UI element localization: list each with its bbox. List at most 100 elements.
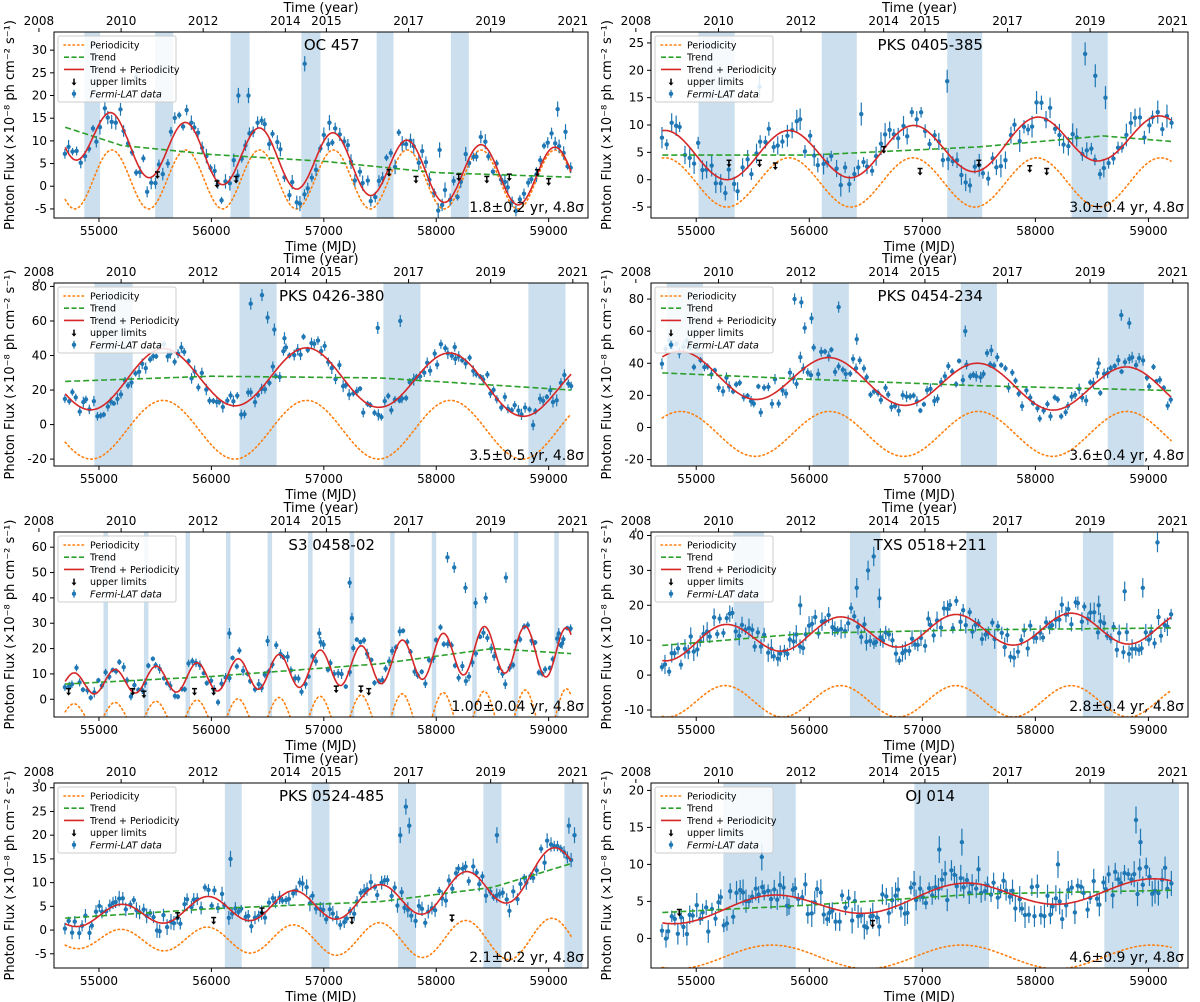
data-point [918,408,923,413]
data-point [1085,907,1090,912]
data-point [958,876,963,881]
upper-limit-arrow [386,173,392,177]
data-point [945,157,951,162]
data-point [262,672,268,677]
data-point [1138,840,1143,845]
data-point [478,134,484,140]
data-point [1013,378,1018,383]
data-point [538,846,544,852]
data-point [562,372,567,378]
data-point [752,644,757,649]
data-point [133,170,139,175]
data-point [1143,630,1148,635]
data-point [105,404,111,409]
x-tick-label: 57000 [903,974,941,988]
data-point [332,126,338,131]
shaded-band [513,532,519,717]
data-point [672,916,678,922]
data-point [236,909,241,915]
data-point [1106,872,1111,877]
y-tick-label: 30 [629,563,644,577]
data-point [1112,363,1117,369]
data-point [877,924,882,929]
data-point [1091,878,1096,884]
y-tick-label: 20 [629,783,644,797]
legend-swatch-upper-arrow [71,333,77,337]
legend-label-upper: upper limits [90,828,147,839]
data-point [780,388,785,393]
upper-limit-arrow [233,180,239,184]
data-point [721,923,727,928]
data-point [1055,862,1061,867]
data-point [399,889,404,895]
data-point [118,392,124,397]
data-point [691,161,697,166]
data-point [563,129,568,135]
legend-swatch-upper-arrow [668,582,674,586]
data-point [427,368,433,373]
data-point [283,345,289,350]
upper-limit-arrow [772,167,778,171]
y-tick-label: 30 [32,616,47,630]
data-point [323,917,329,922]
data-point [794,632,799,637]
data-point [69,930,75,935]
x-tick-label: 55000 [677,224,715,238]
upper-limit-arrow [506,178,512,182]
shaded-band [564,783,583,968]
y-tick-label: 25 [32,804,47,818]
shaded-band [308,532,313,717]
data-point [882,132,888,137]
data-point [165,161,171,166]
period-annotation: 1.8±0.2 yr, 4.8σ [469,200,584,216]
shaded-band [185,532,191,717]
trend-curve [662,135,1172,156]
data-point [941,606,947,611]
data-point [785,133,790,138]
y-tick-label: 20 [629,598,644,612]
legend-label-combined: Trend + Periodicity [686,565,777,576]
data-point [109,119,114,125]
data-point [129,380,134,385]
data-point [1066,887,1071,893]
data-point [1045,893,1050,898]
data-point [1132,115,1138,120]
data-point [780,139,785,144]
data-point [1155,109,1160,115]
data-point [141,156,146,161]
data-point [982,889,988,894]
y-tick-label: -20 [27,452,47,466]
data-point [727,888,733,894]
data-point [1017,138,1022,144]
data-point [1091,610,1097,615]
data-point [150,656,156,661]
shaded-band [103,532,108,717]
legend-swatch-data-dot [71,91,77,97]
data-point [499,405,504,410]
y-tick-label: 80 [629,292,644,306]
data-point [771,144,776,150]
data-point [360,180,365,186]
legend-swatch-data-dot [71,591,77,596]
data-point [1096,603,1101,608]
data-point [678,662,684,667]
data-point [914,117,919,122]
data-point [537,396,543,401]
data-point [313,659,319,664]
data-point [909,636,915,641]
y-tick-label: 10 [32,876,47,890]
x-tick-label: 55000 [80,723,118,737]
data-point [344,916,349,921]
data-point [231,399,236,404]
data-point [756,384,761,389]
data-point [438,342,444,347]
data-point [346,392,352,397]
data-point [924,387,930,393]
data-point [416,160,422,166]
data-point [376,412,381,418]
data-point [829,347,834,353]
data-point [439,202,445,208]
data-point [984,350,990,356]
data-point [481,630,486,636]
data-point [813,614,818,620]
